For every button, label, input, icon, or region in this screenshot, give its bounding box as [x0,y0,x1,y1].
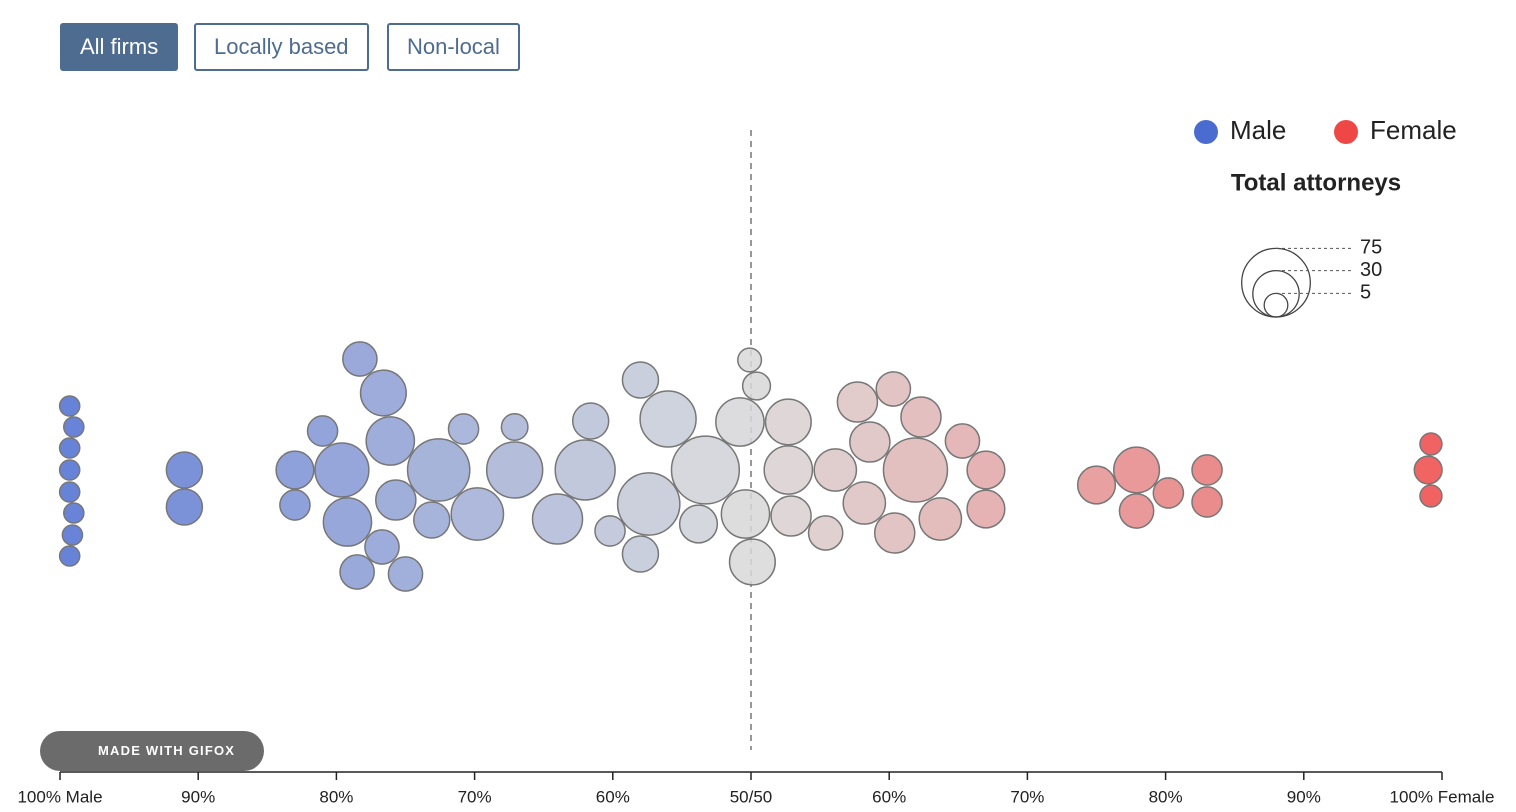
bubble [621,361,660,399]
bubble [807,515,844,551]
bubble [813,448,858,492]
bubble [741,371,772,401]
watermark: MADE WITH GIFOX [40,731,264,771]
bubble [728,538,776,586]
bubble [359,369,407,417]
bubble [58,481,81,503]
bubble [873,512,916,554]
bubble [165,488,204,526]
bubble [594,515,626,547]
bubble [1191,454,1223,486]
bubble [1076,465,1117,505]
size-legend-label: 5 [1360,282,1371,304]
bubble [678,504,719,544]
legend-label: Male [1230,115,1286,145]
bubble [554,439,616,501]
bubble [770,495,812,537]
bubble [1152,477,1185,509]
bubble [406,438,471,502]
bubble [322,497,373,547]
bubble [720,489,771,539]
x-tick-label: 100% Male [17,787,102,806]
bubble [966,489,1006,529]
bubble [1419,432,1443,456]
bubble [836,381,879,423]
bubble [279,489,311,521]
bubble [364,529,400,565]
bubble [1112,446,1161,494]
filter-button[interactable]: Non-local [387,23,520,71]
bubble [764,398,812,446]
x-tick-label: 100% Female [1390,787,1495,806]
size-legend-label: 75 [1360,237,1382,259]
bubble [875,371,912,407]
legend-swatch [1334,120,1358,144]
x-tick-label: 70% [458,787,492,806]
bubble [63,502,85,524]
size-legend-circle [1263,292,1289,318]
bubble [571,402,610,440]
x-tick-label: 90% [1287,787,1321,806]
bubble [375,479,417,521]
bubble [387,556,424,592]
x-tick-label: 50/50 [730,787,773,806]
bubble [1419,484,1443,508]
bubble [500,412,529,442]
bubble [275,450,315,490]
bubble [1118,493,1155,529]
bubble [58,437,81,459]
filter-button[interactable]: All firms [60,23,179,71]
bubble [639,390,697,448]
size-legend-title: Total attorneys [1231,169,1401,196]
legend-label: Female [1370,115,1457,145]
bubble [447,413,480,445]
bubble [849,421,891,463]
bubble [1191,486,1223,518]
legend-swatch [1194,120,1218,144]
size-legend-label: 30 [1360,259,1382,281]
bubble [737,347,763,373]
bubble [485,441,544,499]
bubble [715,397,765,447]
bubble [339,554,375,590]
bubble [621,535,660,573]
bubble [670,435,741,505]
bubble [61,524,84,546]
x-tick-label: 80% [1149,787,1183,806]
bubble [413,501,451,539]
bubble [1413,455,1443,485]
x-tick-label: 70% [1010,787,1044,806]
x-tick-label: 60% [872,787,906,806]
bubbles [58,341,1443,592]
bubble [306,415,339,447]
bubble [58,459,81,481]
bubble [616,472,681,536]
bubble [314,442,370,498]
bubble [63,416,85,438]
bubble [58,395,81,417]
x-tick-label: 60% [596,787,630,806]
bubble [165,451,204,489]
x-tick-label: 90% [181,787,215,806]
size-legend-circle [1241,247,1311,318]
bubble [944,423,981,459]
bubble [531,493,584,545]
bubble [842,481,887,525]
bubble [450,487,505,541]
bubble [966,450,1006,490]
bubble [763,445,814,495]
bubble [342,341,378,377]
x-tick-label: 80% [319,787,353,806]
bubble [900,396,942,438]
bubble [882,437,949,503]
bubble [365,416,416,466]
bubble [58,545,81,567]
bubble [918,497,963,541]
filter-button[interactable]: Locally based [194,23,369,71]
